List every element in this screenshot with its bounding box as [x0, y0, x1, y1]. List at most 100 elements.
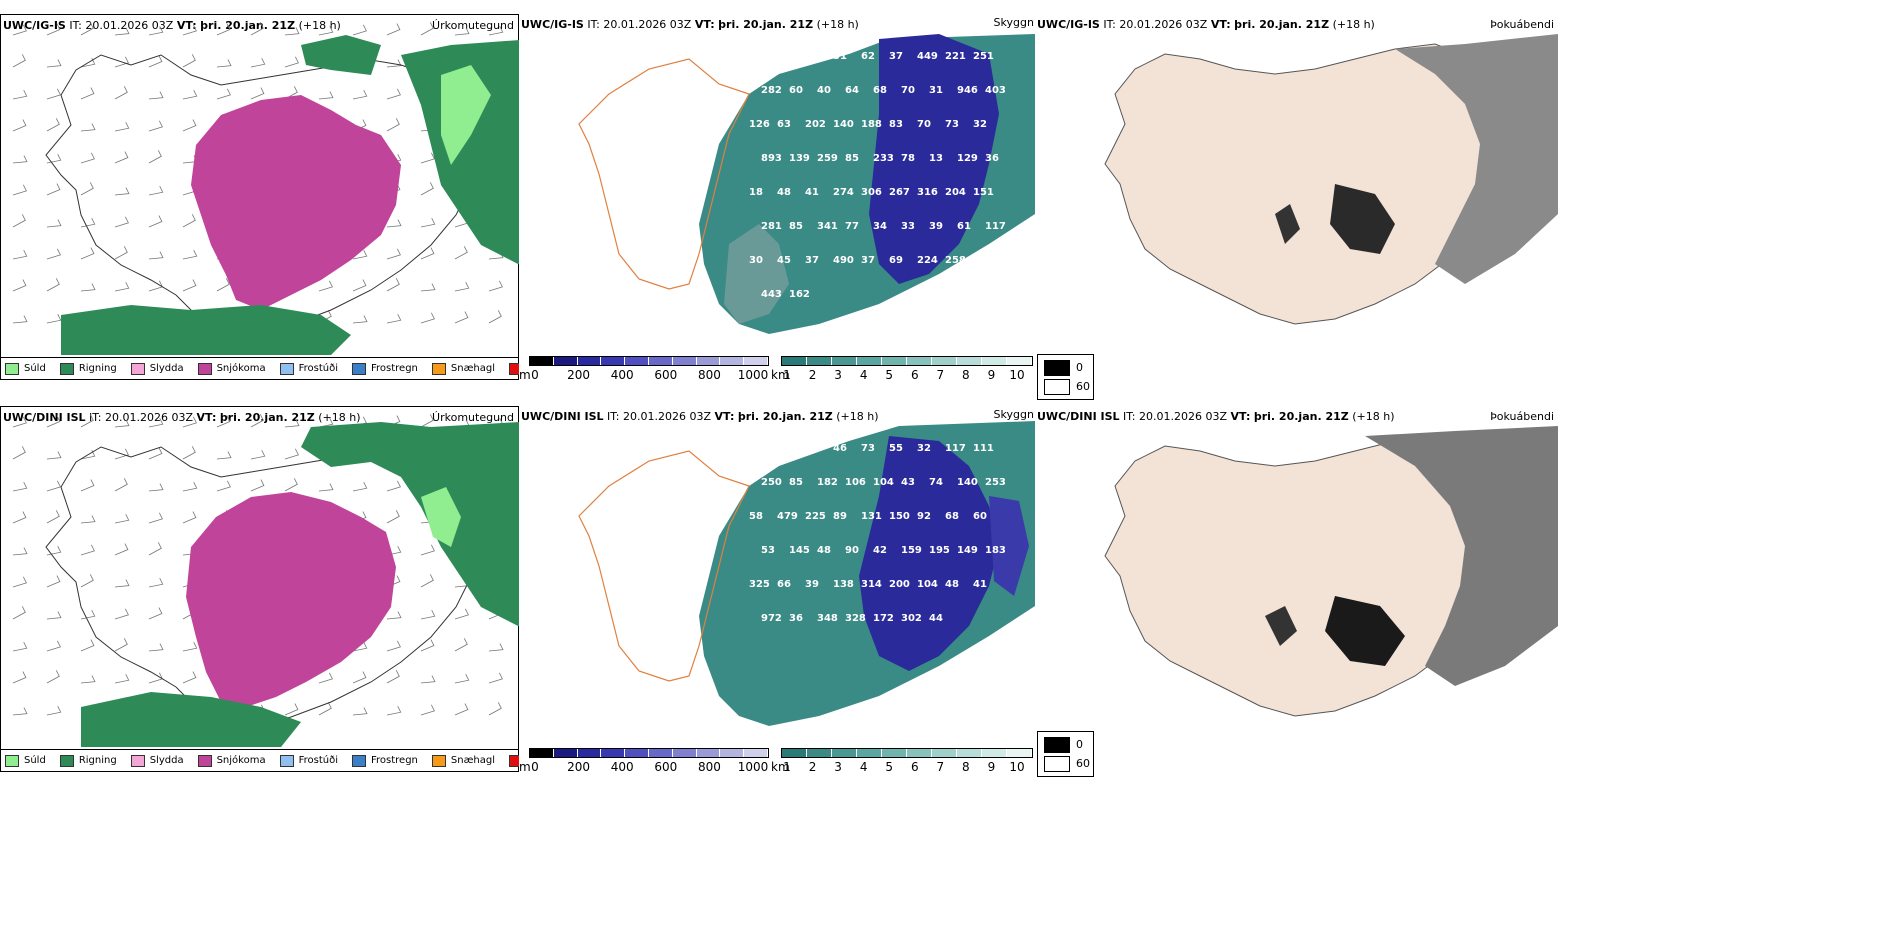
wind-barb: [80, 247, 95, 260]
visibility-value-label: 39: [929, 221, 943, 232]
visibility-value-label: 104: [873, 477, 894, 488]
wind-barb: [216, 480, 231, 492]
wind-barb: [80, 610, 96, 620]
visibility-value-label: 302: [901, 613, 922, 624]
colorbar-tick: 4: [859, 760, 868, 774]
legend-label: Snæhagl: [450, 755, 496, 766]
visibility-value-label: 225: [805, 511, 826, 522]
visibility-value-label: 37: [805, 255, 819, 266]
legend-label: Súld: [24, 755, 46, 766]
visibility-value-label: 282: [761, 85, 782, 96]
legend-label: Rigning: [78, 755, 117, 766]
wind-barb: [46, 248, 61, 260]
visibility-value-label: 131: [861, 511, 882, 522]
visibility-value-label: 66: [777, 579, 791, 590]
visibility-value-label: 145: [789, 545, 810, 556]
wind-barb: [148, 483, 164, 492]
wind-barb: [46, 451, 62, 460]
wind-barb: [386, 59, 402, 68]
visibility-value-label: 58: [749, 511, 763, 522]
visibility-value-label: 43: [901, 477, 915, 488]
wind-barb: [488, 702, 502, 716]
colorbar-tick: 8: [962, 760, 970, 774]
snow-area: [191, 95, 401, 310]
panel-title: Úrkomutegund: [432, 19, 514, 32]
wind-barb: [318, 91, 334, 100]
fog-index-map: [1104, 426, 1558, 717]
wind-barb: [114, 579, 130, 588]
visibility-value-label: 162: [789, 289, 810, 300]
colorbar-tick: 800: [697, 760, 721, 774]
wind-barb: [386, 219, 402, 228]
wind-barb: [12, 446, 26, 460]
wind-barb: [352, 315, 368, 324]
wind-barb: [148, 215, 163, 228]
wind-barb: [386, 670, 400, 684]
wind-barb: [80, 123, 96, 132]
visibility-value-label: 139: [789, 153, 810, 164]
legend-item: Rigning: [59, 754, 117, 767]
wind-barb: [114, 514, 130, 524]
precip-type-map: [12, 414, 520, 747]
visibility-value-label: 348: [817, 613, 838, 624]
wind-barb: [182, 642, 198, 652]
wind-barb: [420, 182, 434, 196]
precip-type-panel-row2: UWC/DINI ISL IT: 20.01.2026 03Z VT: þri.…: [0, 406, 560, 772]
rain-area-north: [301, 35, 381, 75]
visibility-value-label: 36: [789, 613, 803, 624]
wind-barb: [284, 478, 298, 492]
wind-barb: [46, 415, 61, 428]
wind-barb: [80, 675, 96, 684]
wind-barb: [386, 88, 401, 100]
legend-swatch: [59, 362, 74, 375]
wind-barb: [420, 283, 436, 292]
wind-barb: [46, 510, 60, 524]
visibility-value-label: 42: [873, 545, 887, 556]
visibility-value-label: 253: [985, 477, 1006, 488]
legend-swatch: [431, 362, 446, 375]
legend-item: Súld: [5, 754, 46, 767]
colorbar-tick: 200: [567, 760, 591, 774]
visibility-value-label: 70: [901, 85, 915, 96]
wind-barb: [114, 246, 128, 260]
wind-barb: [114, 151, 129, 164]
wind-barb: [148, 150, 162, 164]
colorbar-tick: 600: [654, 760, 678, 774]
wind-barb: [46, 88, 61, 100]
wind-barb: [80, 152, 95, 164]
visibility-value-label: 250: [761, 477, 782, 488]
legend-item: Snjókoma: [197, 754, 266, 767]
wind-barb: [386, 480, 401, 492]
visibility-value-label: 204: [945, 187, 966, 198]
legend-item: Súld: [5, 362, 46, 375]
wind-barb: [352, 642, 368, 652]
legend-item: Frostregn: [352, 362, 418, 375]
visibility-value-label: 61: [957, 221, 971, 232]
colorbar-unit: km: [771, 760, 790, 774]
wind-barb: [114, 122, 130, 132]
wind-barb: [80, 479, 95, 492]
visibility-value-label: 90: [845, 545, 859, 556]
visibility-value-label: 30: [749, 255, 763, 266]
visibility-value-label: 92: [917, 511, 931, 522]
panel-header: UWC/IG-IS IT: 20.01.2026 03Z VT: þri. 20…: [3, 19, 341, 32]
visibility-value-label: 15: [749, 51, 763, 62]
wind-barb: [386, 118, 400, 132]
wind-barb: [12, 511, 27, 524]
visibility-labels: 57 76 41 46 73 55 32 117 111 250 85 182 106 104 43 74 14…: [749, 443, 1006, 624]
wind-barb: [148, 447, 163, 460]
colorbar-strip: [529, 748, 769, 758]
colorbar-tick: 3: [834, 368, 842, 382]
visibility-value-label: 972: [761, 613, 782, 624]
visibility-value-label: 32: [973, 119, 987, 130]
cloud-base-colorbar: m 0 200 400 600 800 1000: [519, 748, 769, 774]
colorbar-tick: 1: [783, 760, 791, 774]
wind-barb: [420, 639, 435, 652]
panel-title: Þokuábendi: [1490, 18, 1554, 31]
wind-barb: [182, 24, 197, 36]
wind-barb: [182, 671, 197, 684]
wind-barb: [114, 56, 129, 68]
wind-barb: [352, 279, 367, 292]
visibility-value-label: 85: [845, 153, 859, 164]
colorbar-tick: 7: [936, 368, 945, 382]
